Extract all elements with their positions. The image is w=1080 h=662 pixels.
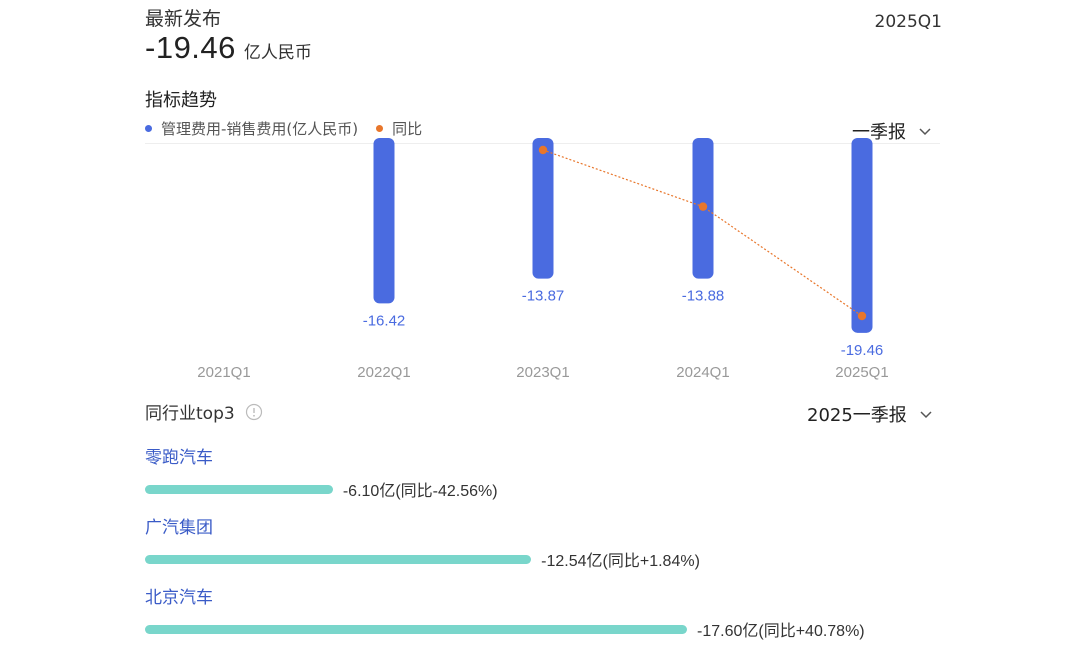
latest-unit: 亿人民币 (243, 43, 312, 63)
peer-bar-row: -17.60亿(同比+40.78%) (145, 617, 865, 641)
x-axis-tick-label: 2023Q1 (516, 364, 569, 381)
peer-bar (145, 484, 333, 494)
peer-bar (145, 554, 532, 564)
legend-dot-expense (145, 125, 152, 132)
peer-section-title: 同行业top3 (145, 399, 263, 424)
peer-bar (145, 624, 687, 634)
trend-period-label: 一季报 (852, 122, 906, 143)
bar-value-label: -16.42 (363, 312, 406, 329)
x-axis-tick-label: 2024Q1 (676, 364, 729, 381)
legend-dot-yoy (376, 125, 384, 132)
peer-item: 广汽集团 -12.54亿(同比+1.84%) (145, 513, 700, 571)
peer-name[interactable]: 广汽集团 (145, 518, 213, 538)
chart-bar (532, 138, 554, 279)
legend-item-yoy: 同比 (376, 118, 422, 139)
trend-title: 指标趋势 (145, 90, 217, 111)
info-icon[interactable] (245, 403, 263, 421)
x-axis-tick-label: 2021Q1 (197, 364, 250, 381)
peer-item: 北京汽车 -17.60亿(同比+40.78%) (145, 583, 865, 641)
chart-bar (851, 138, 873, 333)
latest-value: -19.46 (145, 30, 236, 65)
peer-name[interactable]: 北京汽车 (145, 588, 213, 608)
chart-legend: 管理费用-销售费用(亿人民币) 同比 (145, 118, 440, 139)
x-axis-tick-label: 2022Q1 (357, 364, 410, 381)
peer-value: -6.10亿(同比-42.56%) (342, 483, 498, 500)
peer-period-label: 2025一季报 (807, 405, 907, 426)
peer-title-text: 同行业top3 (145, 404, 235, 424)
latest-period: 2025Q1 (874, 12, 942, 32)
bar-value-label: -13.88 (682, 288, 725, 305)
chevron-down-icon (920, 411, 932, 419)
latest-release-label: 最新发布 (145, 8, 222, 30)
yoy-point (538, 145, 548, 155)
peer-period-dropdown[interactable]: 2025一季报 (807, 401, 933, 427)
latest-value-row: -19.46 亿人民币 (145, 30, 312, 66)
peer-value: -12.54亿(同比+1.84%) (541, 553, 700, 570)
legend-item-expense: 管理费用-销售费用(亿人民币) (145, 118, 358, 139)
peer-value: -17.60亿(同比+40.78%) (697, 623, 865, 640)
chart-bar (373, 138, 395, 304)
peer-item: 零跑汽车 -6.10亿(同比-42.56%) (145, 443, 498, 501)
peer-bar-row: -12.54亿(同比+1.84%) (145, 547, 700, 571)
trend-period-dropdown[interactable]: 一季报 (852, 118, 932, 144)
legend-label-yoy: 同比 (392, 120, 423, 138)
legend-label-expense: 管理费用-销售费用(亿人民币) (161, 120, 359, 138)
peer-name[interactable]: 零跑汽车 (145, 448, 213, 468)
x-axis-tick-label: 2025Q1 (835, 364, 888, 381)
yoy-point (698, 202, 708, 211)
bar-value-label: -13.87 (522, 288, 565, 305)
chevron-down-icon (919, 128, 931, 136)
peer-bar-row: -6.10亿(同比-42.56%) (145, 477, 498, 501)
bar-value-label: -19.46 (841, 342, 884, 359)
yoy-point (857, 311, 867, 321)
